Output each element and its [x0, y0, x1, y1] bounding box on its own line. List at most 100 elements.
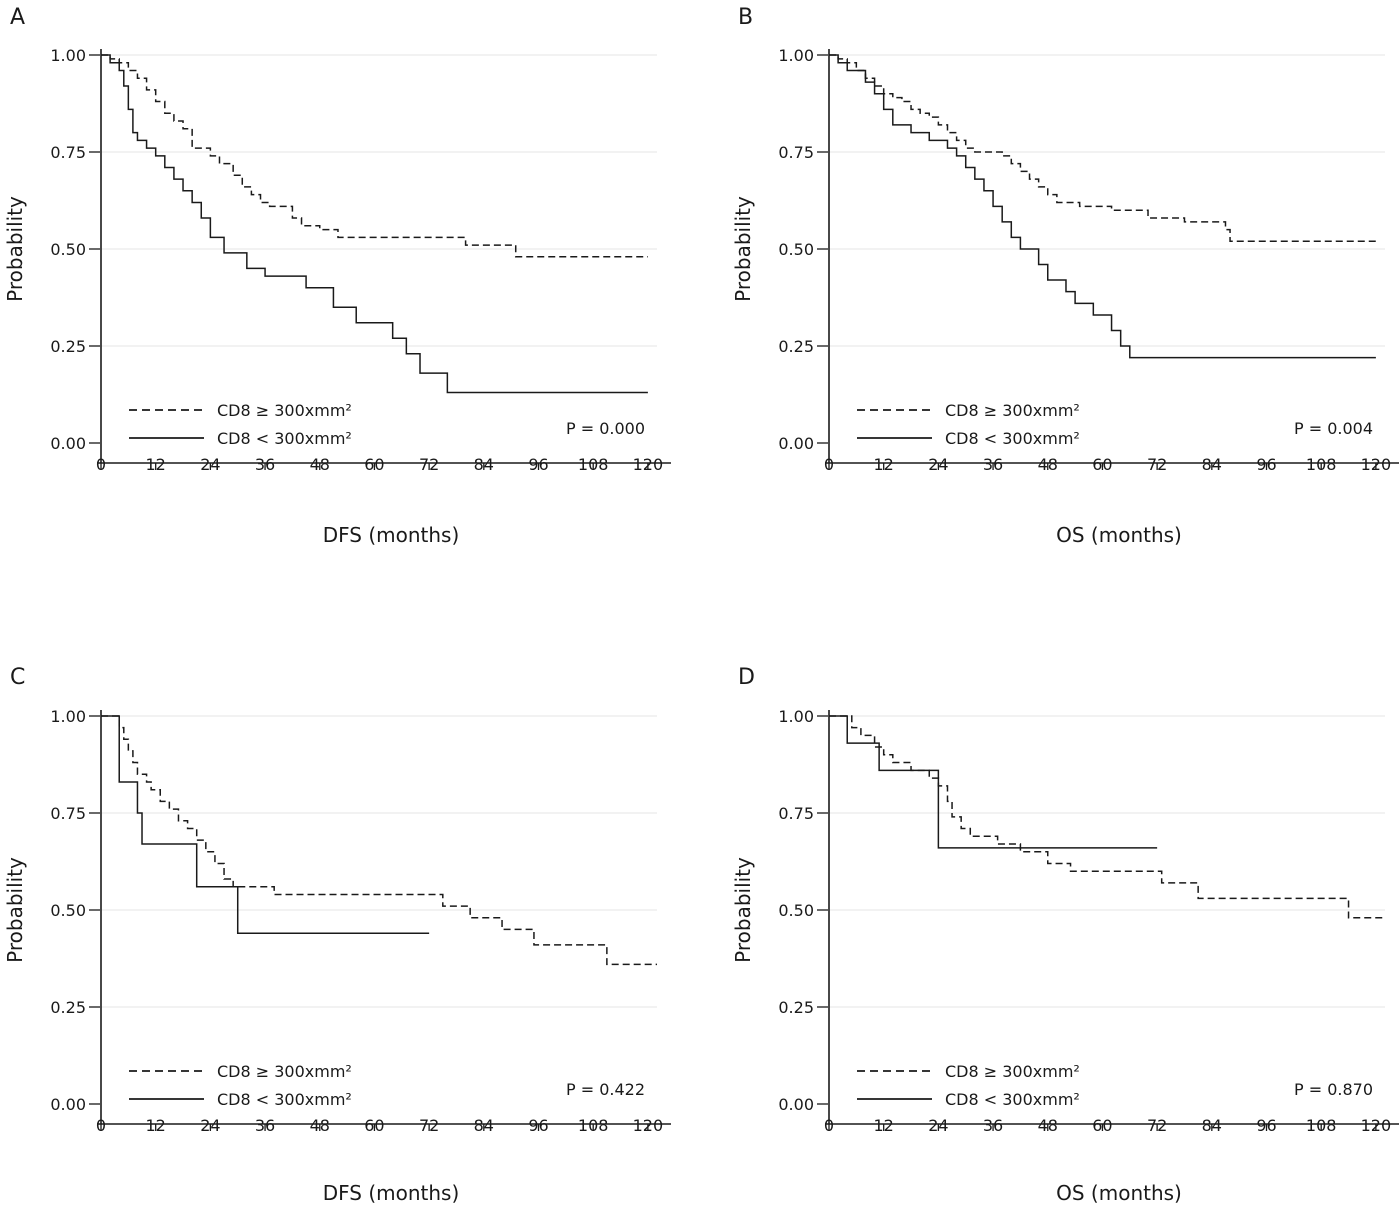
y-tick-label: 1.00 [778, 707, 814, 726]
panel-c: C 0.00 0.25 0.50 0.75 1.00 0 12 24 36 48 60 72 84 96 10… [3, 665, 671, 1205]
x-tick-label: 12 [874, 1116, 894, 1135]
x-tick-label: 0 [96, 455, 106, 474]
p-value: P = 0.870 [1294, 1080, 1373, 1099]
x-tick-label: 36 [983, 455, 1003, 474]
y-tick-label: 0.75 [778, 804, 814, 823]
y-axis-label: Probability [731, 196, 755, 302]
legend-label: CD8 < 300xmm² [945, 1090, 1080, 1109]
x-tick-label: 0 [96, 1116, 106, 1135]
panel-letter: C [10, 665, 25, 690]
x-tick-label: 0 [824, 1116, 834, 1135]
x-axis-label: OS (months) [1056, 523, 1182, 547]
panel-d: D 0.00 0.25 0.50 0.75 1.00 0 12 24 36 48 60 72 84 96 10… [731, 665, 1399, 1205]
x-tick-label: 48 [310, 1116, 330, 1135]
p-value: P = 0.004 [1294, 419, 1373, 438]
x-tick-label: 108 [578, 455, 609, 474]
x-tick-label: 120 [1361, 1116, 1392, 1135]
x-tick-label: 48 [310, 455, 330, 474]
x-tick-label: 48 [1038, 455, 1058, 474]
x-tick-label: 120 [633, 455, 664, 474]
x-tick-label: 96 [1256, 455, 1276, 474]
x-tick-label: 24 [928, 455, 948, 474]
y-tick-label: 0.00 [778, 434, 814, 453]
x-tick-label: 12 [874, 455, 894, 474]
x-tick-label: 96 [528, 1116, 548, 1135]
km-curve-cd8-low [101, 54, 648, 394]
y-tick-label: 0.50 [778, 240, 814, 259]
x-tick-label: 72 [1147, 455, 1167, 474]
y-tick-label: 0.00 [778, 1095, 814, 1114]
x-tick-label: 72 [419, 1116, 439, 1135]
x-tick-label: 84 [474, 455, 494, 474]
x-tick-label: 120 [1361, 455, 1392, 474]
km-curve-cd8-low [101, 715, 430, 935]
x-axis-label: OS (months) [1056, 1181, 1182, 1205]
p-value: P = 0.422 [566, 1080, 645, 1099]
y-tick-label: 0.75 [50, 143, 86, 162]
legend-label: CD8 < 300xmm² [217, 1090, 352, 1109]
x-tick-label: 60 [364, 455, 384, 474]
y-tick-label: 0.25 [778, 998, 814, 1017]
x-tick-label: 60 [1092, 455, 1112, 474]
x-tick-label: 48 [1038, 1116, 1058, 1135]
x-tick-label: 12 [146, 455, 166, 474]
x-tick-label: 0 [824, 455, 834, 474]
x-axis-label: DFS (months) [323, 523, 460, 547]
x-tick-label: 24 [928, 1116, 948, 1135]
x-tick-label: 36 [255, 1116, 275, 1135]
panel-letter: A [10, 5, 25, 30]
x-tick-label: 72 [1147, 1116, 1167, 1135]
x-tick-label: 108 [578, 1116, 609, 1135]
x-tick-label: 60 [364, 1116, 384, 1135]
y-tick-label: 0.00 [50, 1095, 86, 1114]
y-tick-label: 0.25 [778, 337, 814, 356]
legend-label: CD8 ≥ 300xmm² [217, 401, 352, 420]
x-tick-label: 96 [528, 455, 548, 474]
x-tick-label: 72 [419, 455, 439, 474]
y-tick-label: 0.50 [50, 901, 86, 920]
y-tick-label: 0.25 [50, 337, 86, 356]
x-tick-label: 12 [146, 1116, 166, 1135]
x-tick-label: 60 [1092, 1116, 1112, 1135]
y-tick-label: 0.75 [50, 804, 86, 823]
x-tick-label: 84 [474, 1116, 494, 1135]
legend-label: CD8 ≥ 300xmm² [945, 401, 1080, 420]
y-tick-label: 1.00 [778, 46, 814, 65]
km-curve-cd8-high [829, 54, 1376, 242]
x-tick-label: 24 [200, 455, 220, 474]
y-tick-label: 0.50 [50, 240, 86, 259]
x-tick-label: 120 [633, 1116, 664, 1135]
km-curve-cd8-low [829, 715, 1158, 849]
x-tick-label: 96 [1256, 1116, 1276, 1135]
y-tick-label: 0.75 [778, 143, 814, 162]
legend-label: CD8 < 300xmm² [217, 429, 352, 448]
legend-label: CD8 ≥ 300xmm² [217, 1062, 352, 1081]
x-tick-label: 108 [1306, 1116, 1337, 1135]
x-tick-label: 84 [1202, 1116, 1222, 1135]
y-axis-label: Probability [3, 857, 27, 963]
panel-b: B 0.00 0.25 0.50 0.75 1.00 0 12 24 36 48 60 72 84 96 10… [731, 5, 1399, 547]
km-curve-cd8-high [101, 54, 648, 258]
legend-label: CD8 ≥ 300xmm² [945, 1062, 1080, 1081]
panel-letter: B [738, 5, 753, 30]
x-tick-label: 108 [1306, 455, 1337, 474]
x-tick-label: 84 [1202, 455, 1222, 474]
y-tick-label: 0.00 [50, 434, 86, 453]
y-tick-label: 1.00 [50, 707, 86, 726]
y-tick-label: 0.50 [778, 901, 814, 920]
panel-letter: D [738, 665, 755, 690]
x-axis-label: DFS (months) [323, 1181, 460, 1205]
x-tick-label: 36 [983, 1116, 1003, 1135]
x-tick-label: 24 [200, 1116, 220, 1135]
p-value: P = 0.000 [566, 419, 645, 438]
y-tick-label: 0.25 [50, 998, 86, 1017]
panel-a: A 0.00 0.25 0.50 0.75 1.00 0 12 24 36 48 60 72 84 96 10… [3, 5, 671, 547]
km-curve-cd8-high [829, 715, 1385, 919]
x-tick-label: 36 [255, 455, 275, 474]
km-curve-cd8-high [101, 715, 657, 966]
km-curve-cd8-low [829, 54, 1376, 359]
y-tick-label: 1.00 [50, 46, 86, 65]
legend-label: CD8 < 300xmm² [945, 429, 1080, 448]
y-axis-label: Probability [731, 857, 755, 963]
